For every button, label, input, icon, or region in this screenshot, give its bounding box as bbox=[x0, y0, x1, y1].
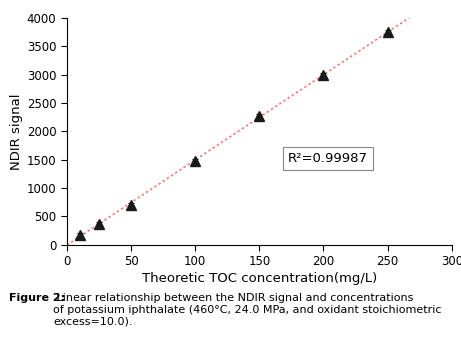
X-axis label: Theoretic TOC concentration(mg/L): Theoretic TOC concentration(mg/L) bbox=[142, 273, 377, 285]
Y-axis label: NDIR signal: NDIR signal bbox=[10, 93, 23, 170]
Text: Linear relationship between the NDIR signal and concentrations
of potassium ipht: Linear relationship between the NDIR sig… bbox=[53, 293, 442, 327]
Text: R²=0.99987: R²=0.99987 bbox=[288, 152, 368, 165]
Text: Figure 2:: Figure 2: bbox=[9, 293, 65, 303]
